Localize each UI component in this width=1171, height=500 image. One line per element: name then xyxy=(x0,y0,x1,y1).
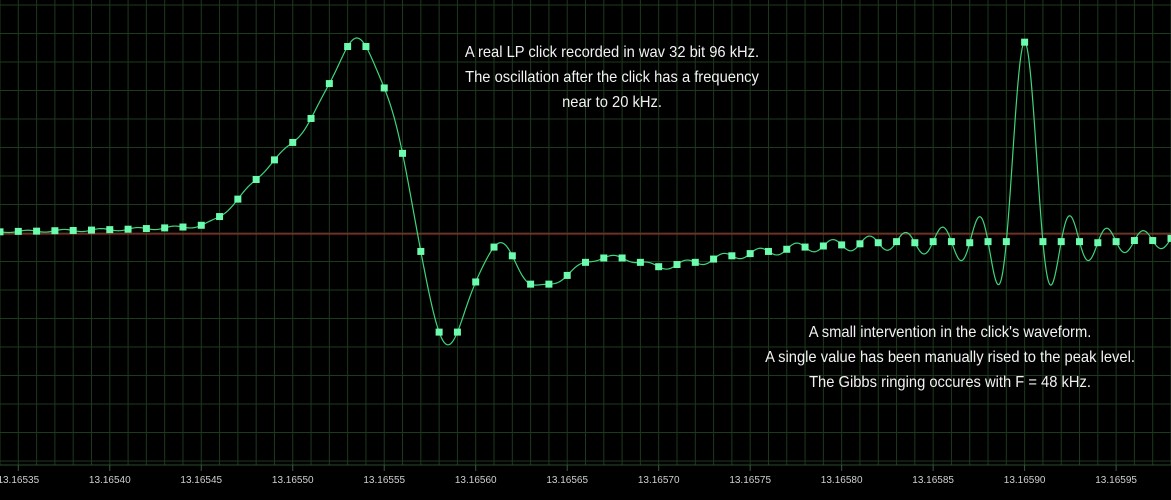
sample-point xyxy=(673,261,681,269)
sample-point xyxy=(545,280,553,288)
x-tick-label: 13.16555 xyxy=(363,475,405,486)
sample-point xyxy=(453,328,461,336)
sample-point xyxy=(1057,238,1065,246)
x-tick-label: 13.16565 xyxy=(546,475,588,486)
sample-point xyxy=(710,255,718,263)
x-tick-label: 13.16545 xyxy=(180,475,222,486)
sample-point xyxy=(14,227,22,235)
sample-point xyxy=(783,245,791,253)
sample-point xyxy=(216,213,224,221)
annotation-gibbs-ringing: A small intervention in the click's wave… xyxy=(738,320,1161,395)
sample-point xyxy=(582,258,589,266)
sample-point xyxy=(691,258,699,266)
sample-point xyxy=(325,80,333,88)
sample-point xyxy=(636,258,644,266)
annotation-line: A single value has been manually rised t… xyxy=(765,349,1135,366)
sample-point xyxy=(435,328,443,336)
sample-point xyxy=(1112,238,1120,246)
sample-point xyxy=(472,278,480,286)
sample-point xyxy=(527,280,535,288)
sample-point xyxy=(161,224,169,232)
sample-point xyxy=(728,252,736,260)
sample-point xyxy=(966,239,974,247)
x-tick-label: 13.16570 xyxy=(638,475,680,486)
sample-point xyxy=(1002,238,1010,246)
annotation-line: near to 20 kHz. xyxy=(562,94,662,111)
sample-point xyxy=(911,239,919,247)
sample-point xyxy=(344,43,352,51)
sample-point xyxy=(234,195,242,203)
sample-point xyxy=(764,247,772,255)
sample-point xyxy=(929,238,937,246)
x-tick-label: 13.16590 xyxy=(1004,475,1046,486)
sample-point xyxy=(289,138,297,146)
sample-point xyxy=(874,239,882,247)
sample-point xyxy=(893,238,901,246)
sample-point xyxy=(801,243,809,251)
annotation-line: A small intervention in the click's wave… xyxy=(808,324,1092,341)
sample-point xyxy=(307,114,315,122)
sample-point xyxy=(746,250,754,258)
x-tick-label: 13.16535 xyxy=(0,475,40,486)
annotation-line: A real LP click recorded in wav 32 bit 9… xyxy=(464,44,760,61)
sample-point xyxy=(124,225,132,233)
annotation-original-click: A real LP click recorded in wav 32 bit 9… xyxy=(428,40,796,115)
sample-point xyxy=(508,252,516,260)
sample-point xyxy=(984,238,992,246)
sample-point xyxy=(1167,234,1171,242)
x-tick-label: 13.16595 xyxy=(1095,475,1137,486)
sample-point xyxy=(600,254,608,262)
sample-point xyxy=(362,43,370,51)
sample-point xyxy=(563,271,571,279)
sample-point xyxy=(33,227,41,235)
sample-point xyxy=(1039,238,1047,246)
x-tick-label: 13.16575 xyxy=(729,475,771,486)
sample-point xyxy=(1021,38,1029,46)
sample-point xyxy=(197,221,205,229)
sample-point xyxy=(1076,238,1084,246)
sample-point xyxy=(947,238,955,246)
sample-point xyxy=(417,247,425,255)
sample-point xyxy=(1149,237,1157,245)
sample-point xyxy=(490,243,498,251)
annotation-line: The oscillation after the click has a fr… xyxy=(465,69,759,86)
sample-point xyxy=(270,156,278,164)
sample-point xyxy=(838,241,846,249)
sample-point xyxy=(380,84,388,92)
sample-point xyxy=(399,149,407,157)
annotation-line: The Gibbs ringing occures with F = 48 kH… xyxy=(809,374,1091,391)
sample-point xyxy=(1094,239,1102,247)
sample-point xyxy=(618,254,626,262)
sample-point xyxy=(0,228,4,236)
sample-point xyxy=(87,226,95,234)
sample-point xyxy=(252,176,260,183)
sample-point xyxy=(179,223,187,231)
sample-point xyxy=(106,226,114,234)
sample-point xyxy=(142,225,150,233)
x-tick-label: 13.16550 xyxy=(272,475,314,486)
x-tick-label: 13.16540 xyxy=(89,475,131,486)
x-tick-label: 13.16580 xyxy=(821,475,863,486)
x-axis-tick-labels: 13.16535 13.16540 13.16545 13.16550 13.16555… xyxy=(0,465,1137,486)
sample-point xyxy=(51,227,59,235)
sample-point xyxy=(819,242,827,250)
sample-markers xyxy=(0,38,1171,336)
sample-point xyxy=(1130,237,1138,245)
x-tick-label: 13.16585 xyxy=(912,475,954,486)
x-tick-label: 13.16560 xyxy=(455,475,497,486)
sample-point xyxy=(655,263,663,271)
sample-point xyxy=(856,240,864,248)
sample-point xyxy=(69,227,77,235)
